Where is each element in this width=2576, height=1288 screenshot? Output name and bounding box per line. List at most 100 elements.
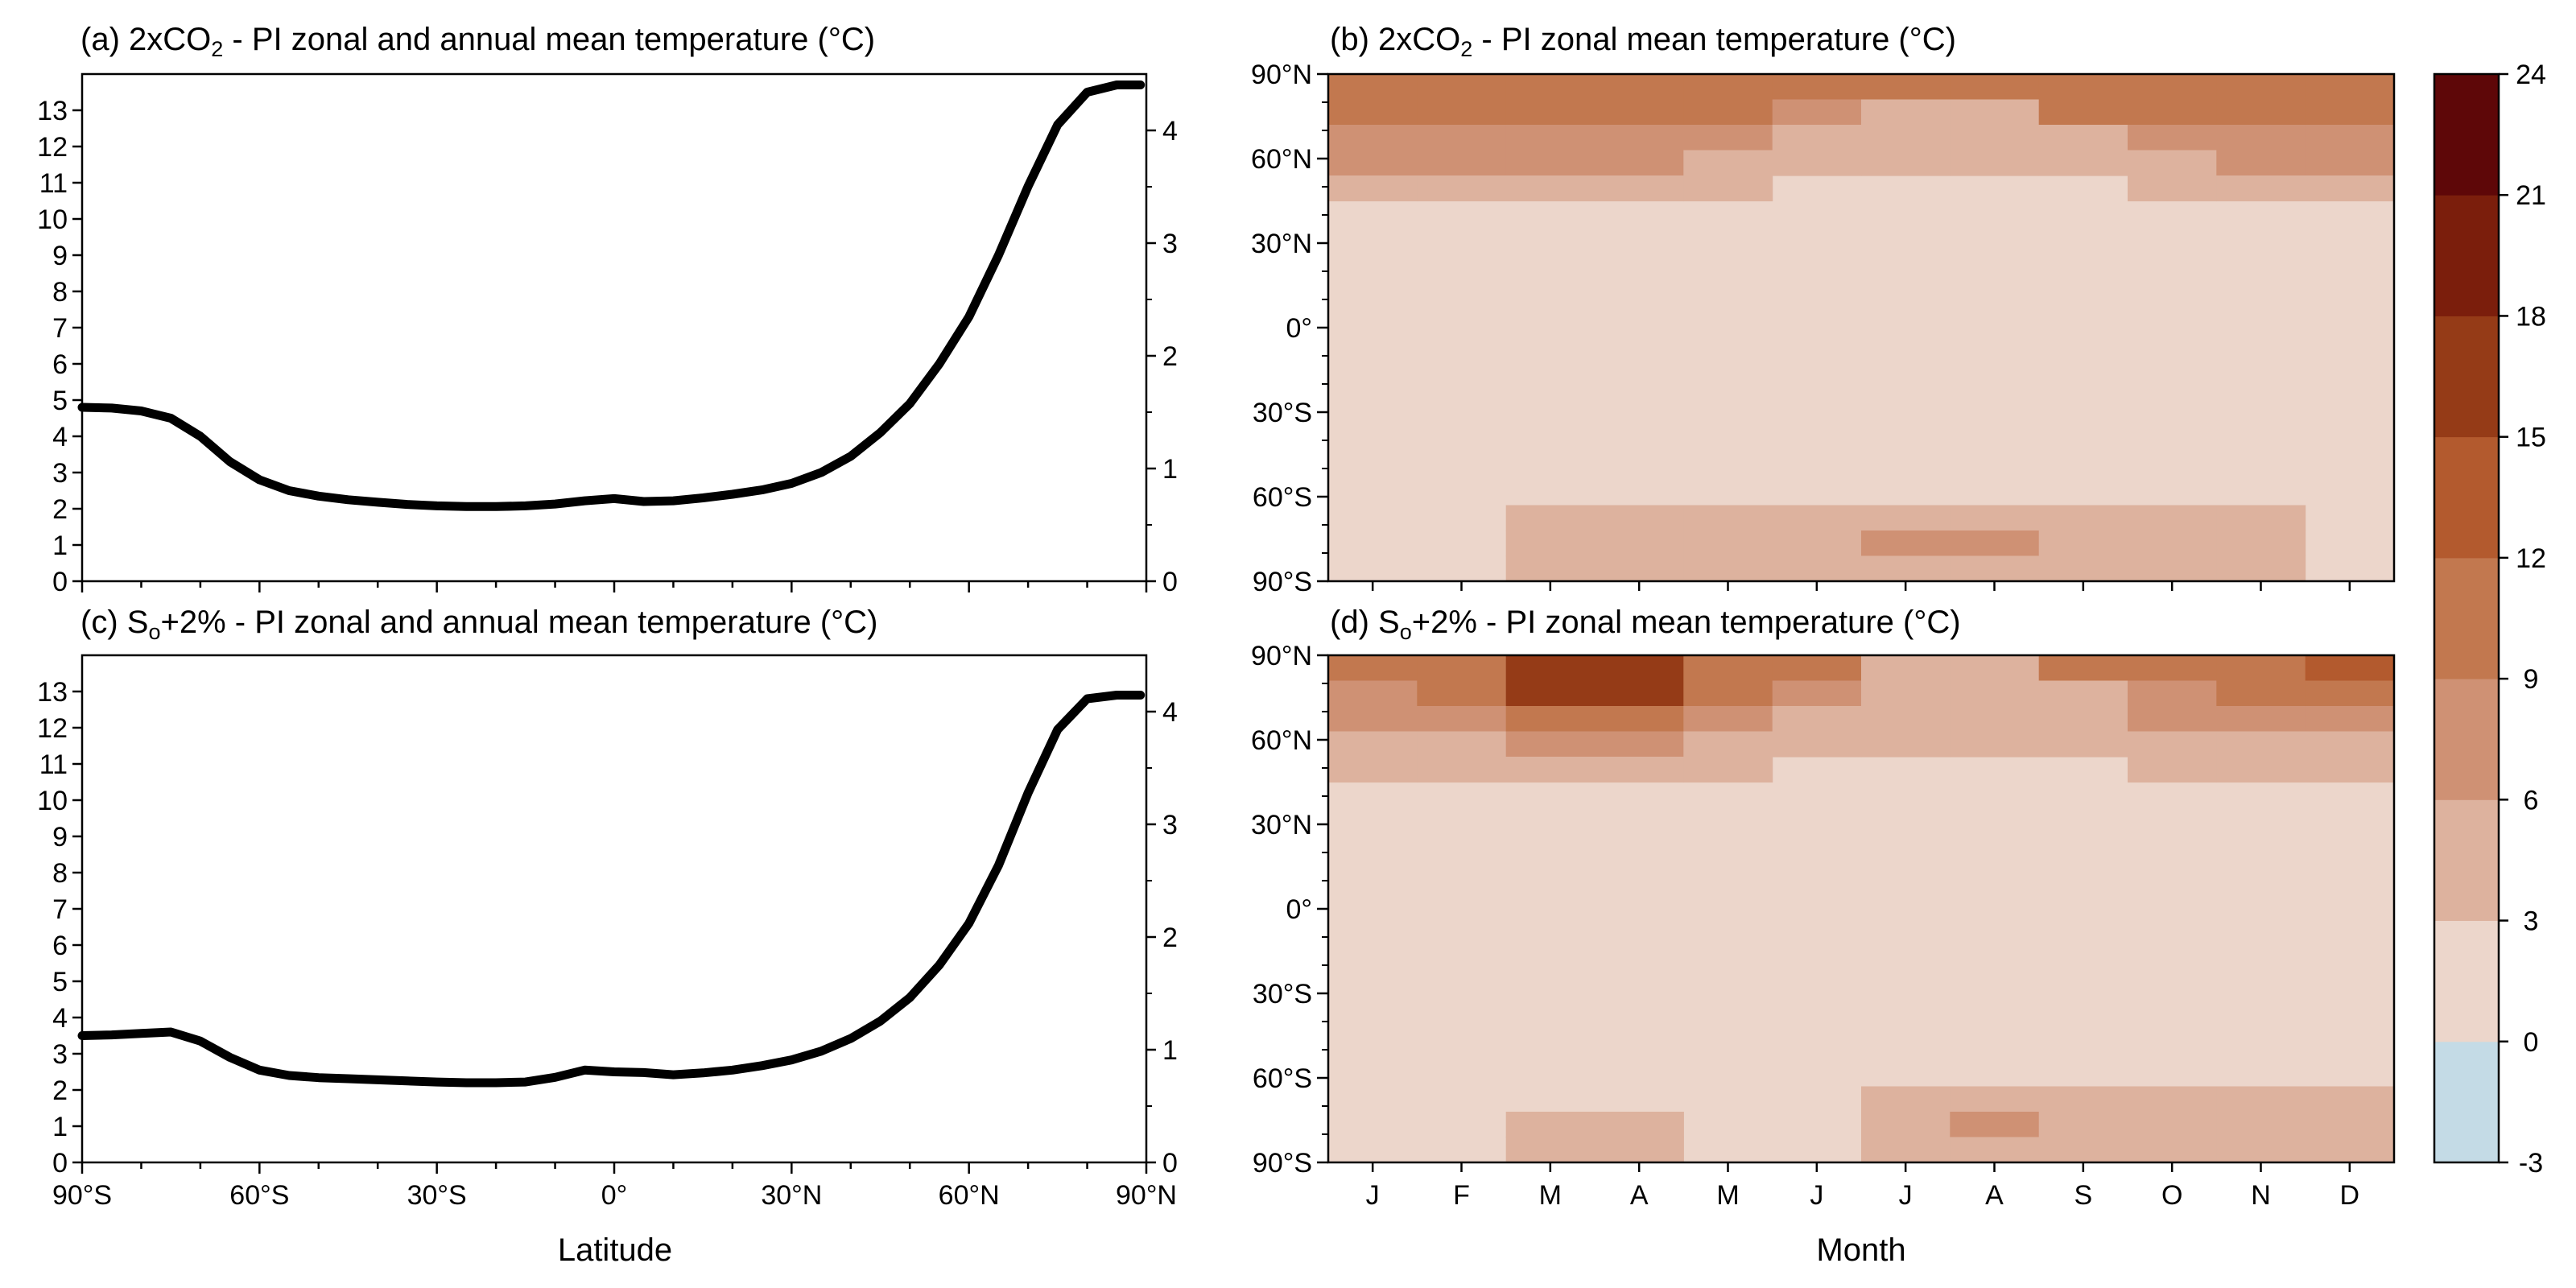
- panel-d-contour-cell: [1417, 757, 1507, 783]
- panel-b-title: (b) 2xCO2 - PI zonal mean temperature (°…: [1330, 22, 1956, 61]
- panel-c-ytick-left-label: 12: [37, 713, 68, 744]
- panel-b-contour-cell: [1505, 505, 1596, 531]
- panel-c-data-line: [77, 691, 1146, 1088]
- panel-b-contour-cell: [1861, 150, 1951, 176]
- colorbar-tick-label: -3: [2519, 1148, 2543, 1179]
- panel-d-contour-cell: [1772, 655, 1862, 682]
- panel-d-contour-cell: [1595, 1137, 1684, 1163]
- panel-d-contour-cell: [2305, 731, 2395, 758]
- panel-b-contour-cell: [1861, 99, 1951, 126]
- panel-b-contour-cell: [1417, 150, 1507, 176]
- panel-a-ytick-right-label: 4: [1162, 116, 1178, 147]
- panel-b-contour-cell: [1772, 150, 1862, 176]
- panel-a-ytick-left-label: 5: [52, 386, 68, 416]
- panel-d-contour-cell: [1505, 1112, 1596, 1138]
- panel-a-ytick-left-label: 13: [37, 96, 68, 126]
- panel-d-contour-cell: [1595, 680, 1684, 707]
- panel-b-contour-cell: [1772, 555, 1862, 582]
- panel-b-contour-cell: [1595, 175, 1684, 202]
- panel-d-contour-cell: [1417, 706, 1507, 733]
- panel-d-contour-cell: [2216, 731, 2306, 758]
- colorbar-swatch: [2434, 195, 2499, 316]
- panel-b-contour-cell: [2038, 125, 2128, 151]
- panel-d-contour-cell: [1595, 757, 1684, 783]
- panel-d-contour-cell: [2216, 655, 2306, 682]
- panel-c-title: (c) So+2% - PI zonal and annual mean tem…: [80, 605, 877, 644]
- panel-b-contour-cell: [2216, 505, 2306, 531]
- panel-b-contour-cell: [1950, 530, 2040, 557]
- panel-b-contour-cell: [2216, 175, 2306, 202]
- panel-a-ytick-left-label: 6: [52, 349, 68, 380]
- panel-d-contour-cell: [2038, 706, 2128, 733]
- panel-d-contour-cell: [2128, 680, 2217, 707]
- panel-b-contour-cell: [1683, 74, 1773, 101]
- panel-a-frame: [80, 72, 1148, 583]
- panel-d-ytick-label: 90°N: [1251, 641, 1312, 671]
- panel-b-contour-cell: [1950, 99, 2040, 126]
- panel-d-contour-cell: [1683, 757, 1773, 783]
- panel-d-contour-cell: [1505, 680, 1596, 707]
- panel-a-ytick-left-label: 4: [52, 422, 68, 452]
- panel-b-contour-cell: [1417, 175, 1507, 202]
- panel-b-contour-cell: [1861, 74, 1951, 101]
- panel-d-contour-cell: [1505, 757, 1596, 783]
- panel-d-xtick-label: J: [1899, 1180, 1913, 1211]
- colorbar-tick-label: 24: [2516, 60, 2546, 90]
- panel-a-ytick-right-label: 2: [1162, 341, 1178, 372]
- panel-d-contour-cell: [1950, 731, 2040, 758]
- panel-d-contour-cell: [2128, 1112, 2217, 1138]
- panel-c-ytick-left-label: 11: [39, 749, 68, 780]
- panel-b-contour-cell: [1505, 555, 1596, 582]
- panel-c-ytick-left-label: 1: [52, 1112, 68, 1142]
- panel-d-contour-cell: [1950, 1086, 2040, 1113]
- panel-d-contour-cell: [1683, 706, 1773, 733]
- panel-d-contour-cell: [1505, 1137, 1596, 1163]
- panel-b-ytick-label: 0°: [1286, 313, 1312, 344]
- panel-d-contour-cell: [2216, 1086, 2306, 1113]
- panel-a-ytick-left-label: 3: [52, 458, 68, 489]
- panel-c-ytick-right-label: 3: [1162, 810, 1178, 840]
- panel-d-xtick-label: J: [1366, 1180, 1380, 1211]
- panel-a-data-line: [77, 80, 1146, 511]
- panel-c-xtick-label: 30°N: [761, 1180, 822, 1211]
- panel-c-ytick-left-label: 10: [37, 786, 68, 816]
- panel-b-contour-cell: [1595, 150, 1684, 176]
- panel-b-contour-cell: [2128, 175, 2217, 202]
- panel-b-contour-cell: [1505, 530, 1596, 557]
- panel-c-ytick-left-label: 9: [52, 822, 68, 852]
- panel-c-xtick-label: 60°S: [229, 1180, 289, 1211]
- panel-d-contour-cell: [1772, 680, 1862, 707]
- panel-b-contour-cell: [1861, 505, 1951, 531]
- panel-b-contour-cell: [2128, 505, 2217, 531]
- panel-d-xtick-label: M: [1539, 1180, 1562, 1211]
- panel-d-contour-cell: [2216, 1137, 2306, 1163]
- panel-d-contour-cell: [2128, 1137, 2217, 1163]
- panel-d-contour-cell: [1328, 731, 1418, 758]
- panel-d-contour-cell: [2305, 655, 2395, 682]
- panel-c-xtick-label: 90°N: [1116, 1180, 1177, 1211]
- panel-b-contour-cell: [1772, 74, 1862, 101]
- panel-b-contour-cell: [1683, 555, 1773, 582]
- panel-d-ytick-label: 90°S: [1253, 1148, 1312, 1179]
- panel-a-ytick-left-label: 11: [39, 168, 68, 199]
- panel-d-contour-cell: [1861, 1086, 1951, 1113]
- panel-b-ytick-label: 90°N: [1251, 60, 1312, 90]
- panel-d-contour-cell: [1861, 706, 1951, 733]
- panel-a-ytick-left-label: 1: [52, 530, 68, 561]
- panel-d-contour-cell: [1595, 706, 1684, 733]
- colorbar-tick-label: 15: [2516, 423, 2546, 453]
- panel-b-contour-cell: [1950, 555, 2040, 582]
- panel-d-contour-cell: [1683, 655, 1773, 682]
- panel-d-contour-cell: [1861, 680, 1951, 707]
- panel-b-contour-cell: [1772, 505, 1862, 531]
- panel-b-contour-cell: [1950, 150, 2040, 176]
- panel-d-contour-cell: [1950, 655, 2040, 682]
- panel-d-xtick-label: M: [1716, 1180, 1739, 1211]
- panel-a-ytick-left-label: 8: [52, 277, 68, 308]
- panel-b-contour-cell: [2216, 530, 2306, 557]
- panel-d-contour-cell: [1595, 655, 1684, 682]
- panel-c-ytick-left-label: 0: [52, 1148, 68, 1179]
- panel-d-contour-cell: [2216, 680, 2306, 707]
- panel-d-contour-cell: [2038, 1086, 2128, 1113]
